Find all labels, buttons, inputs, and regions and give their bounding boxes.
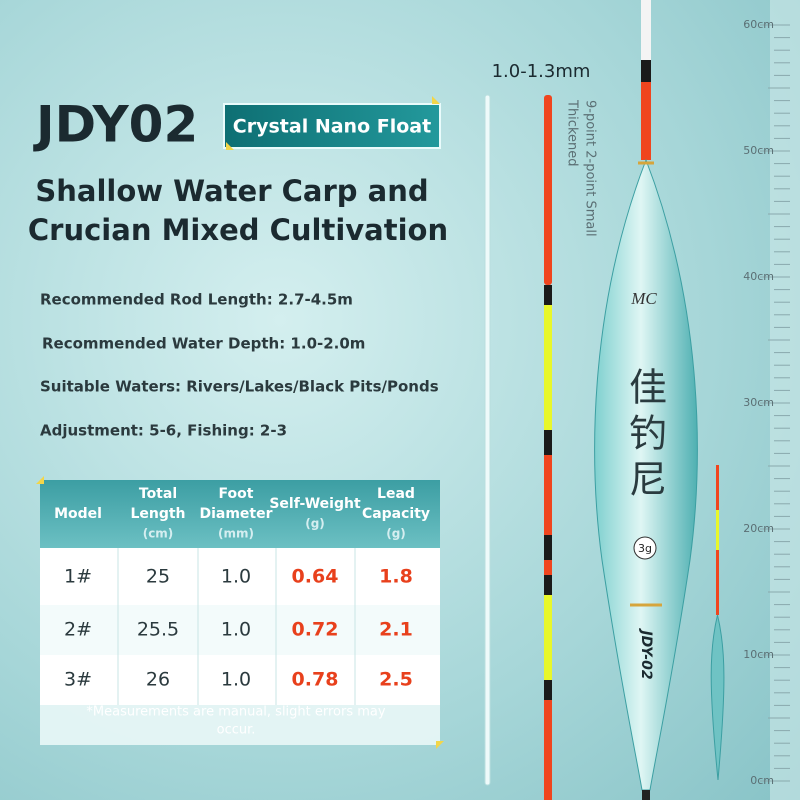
column-header: Model <box>54 506 102 522</box>
column-header: Lead <box>377 486 415 502</box>
spec-line: Recommended Water Depth: 1.0-2.0m <box>42 335 365 353</box>
ruler-label: 30cm <box>743 396 774 409</box>
body-label: JDY-02 <box>638 627 654 679</box>
brand-char: 佳 <box>629 366 667 410</box>
ruler-label: 50cm <box>743 144 774 157</box>
table-note: occur. <box>217 723 256 738</box>
ruler-label: 60cm <box>743 18 774 31</box>
brand-char: 钓 <box>629 412 667 456</box>
tip-note-line: 9-point 2-point Small <box>583 100 598 237</box>
table-cell: 1.8 <box>379 566 413 588</box>
table-cell: 3# <box>64 669 92 691</box>
table-cell: 0.64 <box>292 566 339 588</box>
table-cell: 2.1 <box>379 619 413 641</box>
weight-mark: 3g <box>638 542 652 555</box>
stem-size: 1.0-1.3mm <box>492 61 591 82</box>
table-note: *Measurements are manual, slight errors … <box>86 705 385 720</box>
table-cell: 26 <box>146 669 170 691</box>
spec-line: Recommended Rod Length: 2.7-4.5m <box>40 291 353 309</box>
column-header: (g) <box>386 527 406 541</box>
rod <box>484 94 491 786</box>
column-header: Capacity <box>362 506 430 522</box>
tip-note: 9-point 2-point Small Thickened <box>565 99 598 237</box>
column-header: Total <box>139 486 177 502</box>
ruler-label: 10cm <box>743 648 774 661</box>
table-cell: 2.5 <box>379 669 413 691</box>
table-cell: 25.5 <box>137 619 179 641</box>
badge <box>223 96 441 150</box>
headline: Crucian Mixed Cultivation <box>28 213 448 247</box>
column-header: Foot <box>219 486 254 502</box>
ruler: 60cm 50cm 40cm 30cm 20cm 10cm 0cm <box>743 0 800 800</box>
column-header: (g) <box>305 517 325 531</box>
table-cell: 1# <box>64 566 92 588</box>
table-cell: 1.0 <box>221 669 251 691</box>
ruler-label: 20cm <box>743 522 774 535</box>
logo: MC <box>630 289 657 308</box>
antenna <box>544 95 552 800</box>
table-cell: 0.78 <box>292 669 339 691</box>
tip-note-line: Thickened <box>565 99 580 167</box>
ruler-label: 40cm <box>743 270 774 283</box>
brand-char: 尼 <box>629 458 667 502</box>
float <box>594 0 698 800</box>
spec-line: Suitable Waters: Rivers/Lakes/Black Pits… <box>40 378 439 396</box>
headline: Shallow Water Carp and <box>35 174 428 208</box>
badge-text: Crystal Nano Float <box>233 116 431 138</box>
spec-line: Adjustment: 5-6, Fishing: 2-3 <box>40 422 287 440</box>
column-header: (cm) <box>143 527 174 541</box>
table-cell: 25 <box>146 566 170 588</box>
small-float <box>710 465 725 781</box>
column-header: (mm) <box>218 527 254 541</box>
table-cell: 2# <box>64 619 92 641</box>
spec-list: Recommended Rod Length: 2.7-4.5m Recommen… <box>40 291 439 440</box>
model-title: JDY02 <box>33 96 198 154</box>
spec-table: Model Total Length (cm) Foot Diameter (mm) Self… <box>36 476 444 749</box>
column-header: Self-Weight <box>269 496 361 512</box>
table-cell: 1.0 <box>221 619 251 641</box>
table-cell: 1.0 <box>221 566 251 588</box>
ruler-label: 0cm <box>750 774 774 787</box>
column-header: Length <box>130 506 185 522</box>
column-header: Diameter <box>199 506 272 522</box>
table-cell: 0.72 <box>292 619 339 641</box>
